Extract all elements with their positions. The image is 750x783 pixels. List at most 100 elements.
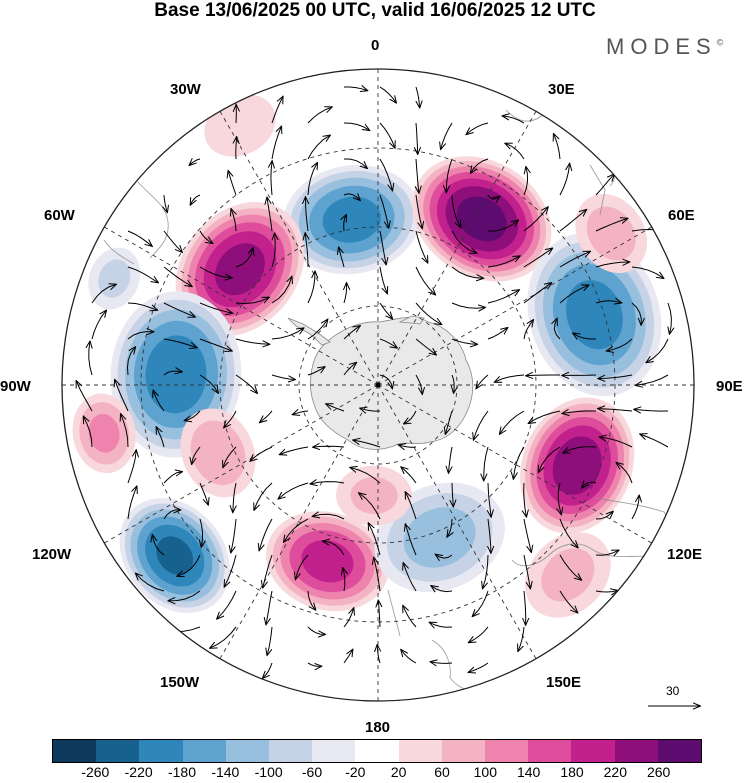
wind-arrow — [559, 590, 578, 613]
wind-arrow — [559, 554, 581, 580]
wind-arrow — [526, 375, 560, 376]
wind-arrow — [447, 518, 452, 537]
wind-vectors — [76, 87, 671, 678]
colorbar-tick-label: -60 — [301, 764, 323, 780]
wind-arrow — [554, 319, 561, 340]
wind-arrow — [595, 301, 621, 303]
wind-arrow — [326, 404, 345, 412]
wind-arrow — [379, 158, 393, 191]
wind-arrow — [272, 233, 275, 268]
wind-arrow — [616, 463, 633, 484]
wind-arrow — [233, 482, 236, 512]
wind-arrow — [476, 374, 489, 388]
wind-arrow — [466, 122, 489, 134]
wind-arrow — [559, 252, 590, 268]
wind-arrow — [224, 410, 237, 428]
map-title: Base 13/06/2025 00 UTC, valid 16/06/2025… — [154, 0, 596, 21]
wind-arrow — [84, 417, 93, 448]
wind-arrow — [307, 367, 325, 376]
wind-arrow — [136, 573, 165, 592]
wind-arrow — [210, 626, 237, 648]
wind-arrow — [539, 446, 561, 472]
lon-label-60w: 60W — [44, 207, 75, 224]
lon-label-30w: 30W — [170, 81, 201, 98]
colorbar-segment — [355, 740, 399, 762]
wind-arrow — [634, 409, 669, 411]
wind-arrow — [488, 482, 491, 517]
wind-arrow — [278, 482, 309, 499]
wind-arrow — [189, 159, 201, 165]
wind-arrow — [487, 290, 519, 304]
wind-arrow — [156, 427, 165, 448]
map-boundary — [61, 68, 695, 702]
wind-arrow — [415, 266, 435, 295]
colorbar-segment — [528, 740, 572, 762]
wind-arrow — [307, 271, 315, 304]
reference-vector-label: 30 — [666, 684, 680, 698]
colorbar-tick-label: 180 — [560, 764, 584, 780]
colorbar-segment — [269, 740, 313, 762]
wind-arrow — [600, 437, 633, 448]
wind-arrow — [416, 158, 419, 193]
wind-arrow — [500, 410, 525, 434]
wind-arrow — [223, 446, 237, 467]
wind-arrow — [559, 164, 570, 196]
wind-arrow — [523, 207, 548, 232]
wind-arrow — [127, 486, 137, 520]
wind-arrow — [631, 302, 641, 325]
wind-arrow — [284, 518, 309, 542]
anomaly-contour — [456, 196, 507, 242]
lon-label-120e: 120E — [667, 546, 703, 563]
wind-arrow — [293, 411, 309, 415]
wind-arrow — [468, 662, 489, 672]
anomaly-contour — [215, 243, 265, 296]
latitude-circle — [219, 226, 537, 544]
wind-arrow — [127, 302, 157, 310]
colorbar-tick-label: 260 — [646, 764, 671, 780]
wind-arrow — [313, 446, 345, 447]
wind-arrow — [379, 194, 389, 228]
wind-arrow — [377, 645, 380, 664]
wind-arrow — [91, 310, 106, 340]
wind-arrow — [259, 518, 273, 550]
wind-arrow — [343, 122, 369, 130]
wind-arrow — [415, 374, 422, 394]
latitude-circle — [140, 147, 616, 623]
wind-arrow — [595, 218, 628, 232]
wind-arrow — [177, 554, 201, 576]
wind-arrow — [502, 116, 525, 124]
wind-arrow — [307, 163, 317, 196]
wind-arrow — [267, 626, 273, 655]
wind-arrow — [217, 590, 237, 619]
colorbar-segment — [398, 740, 442, 762]
wind-arrow — [280, 446, 309, 455]
wind-arrow — [524, 482, 527, 517]
wind-arrow — [582, 482, 597, 488]
colorbar-tick-label: -20 — [345, 764, 366, 780]
wind-arrow — [405, 492, 417, 520]
lon-label-30e: 30E — [548, 81, 575, 98]
south-pole-marker — [375, 382, 381, 388]
wind-arrow — [190, 194, 201, 205]
wind-arrow — [598, 409, 633, 411]
wind-arrow — [231, 209, 236, 232]
wind-arrow — [595, 512, 613, 520]
colorbar-tick-label: -140 — [211, 764, 240, 780]
wind-arrow — [163, 230, 182, 252]
wind-arrow — [359, 493, 381, 520]
wind-arrow — [401, 650, 417, 664]
continent-outlines — [103, 109, 671, 692]
wind-arrow — [523, 283, 551, 304]
wind-arrow — [313, 514, 345, 520]
wind-arrow — [595, 174, 614, 196]
colorbar-tick-label: -100 — [254, 764, 283, 780]
wind-arrow — [558, 482, 561, 515]
wind-arrow — [631, 266, 664, 278]
wind-arrow — [379, 230, 386, 265]
wind-arrow — [646, 338, 669, 363]
wind-arrow — [505, 143, 525, 160]
latitude-circle — [298, 305, 458, 465]
wind-arrow — [374, 558, 381, 592]
colorbar-segment — [312, 740, 356, 762]
